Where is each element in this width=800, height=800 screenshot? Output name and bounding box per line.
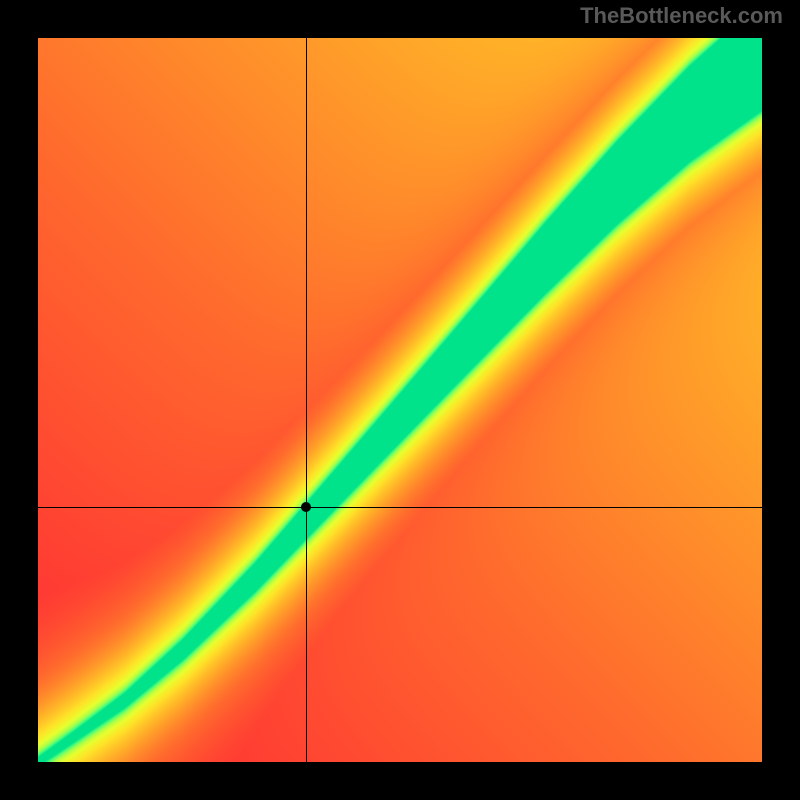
- crosshair-vertical: [306, 38, 307, 762]
- attribution-label: TheBottleneck.com: [580, 3, 783, 29]
- bottleneck-heatmap: [38, 38, 762, 762]
- selected-point-marker: [301, 502, 311, 512]
- crosshair-horizontal: [38, 507, 762, 508]
